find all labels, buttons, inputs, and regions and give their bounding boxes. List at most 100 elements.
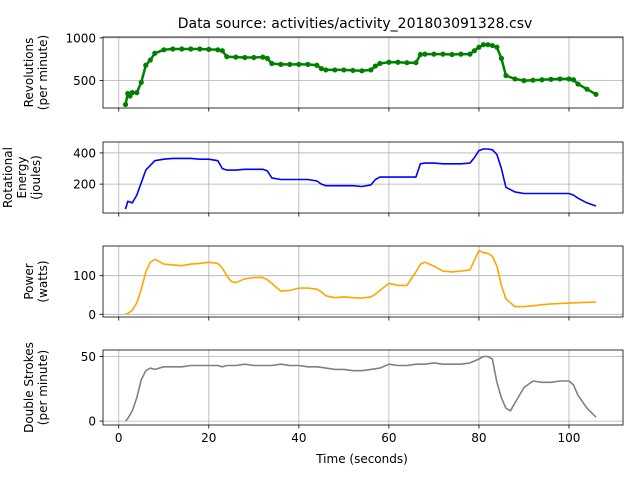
- subplot-frame: [102, 141, 624, 214]
- y-tick-label: 1000: [65, 31, 96, 45]
- data-point: [404, 60, 410, 66]
- data-point: [458, 51, 464, 57]
- series-revolutions: [122, 42, 599, 108]
- data-point: [471, 48, 478, 54]
- data-point: [413, 60, 419, 66]
- y-tick-label: 0: [88, 415, 96, 429]
- data-point: [264, 55, 270, 61]
- data-point: [260, 54, 266, 60]
- x-tick-label: 0: [115, 431, 123, 445]
- data-point: [147, 57, 153, 63]
- x-tick-label: 20: [201, 431, 216, 445]
- data-point: [305, 61, 311, 67]
- y-tick-label: 100: [73, 269, 96, 283]
- data-point: [548, 76, 554, 82]
- y-tick-label: 200: [73, 178, 96, 192]
- data-point: [467, 51, 473, 57]
- data-point: [570, 77, 577, 83]
- subplot-energy: 200 400 Rotational Energy (joules): [1, 141, 624, 217]
- data-point: [206, 46, 212, 53]
- y-axis-label: Energy: [15, 156, 29, 198]
- y-tick-label: 400: [73, 146, 96, 160]
- data-point: [449, 51, 455, 58]
- subplot-power: 0 100 Power (watts): [22, 245, 624, 322]
- data-point: [566, 76, 572, 82]
- data-point: [242, 54, 248, 61]
- data-point: [530, 77, 536, 83]
- data-point: [341, 67, 347, 73]
- y-axis-label: (per minute): [36, 350, 50, 425]
- y-tick-label: 0: [88, 308, 96, 322]
- data-point: [557, 76, 563, 82]
- data-point: [215, 47, 221, 53]
- data-point: [521, 78, 527, 84]
- y-axis-label: (watts): [36, 260, 50, 302]
- data-point: [332, 67, 338, 73]
- data-point: [498, 55, 505, 61]
- data-point: [129, 90, 135, 96]
- data-point: [593, 91, 599, 97]
- data-point: [197, 46, 203, 52]
- y-tick-label: 50: [81, 350, 96, 364]
- x-tick-label: 60: [381, 431, 396, 445]
- data-point: [368, 67, 374, 73]
- series-energy: [124, 148, 597, 210]
- x-tick-label: 40: [291, 431, 306, 445]
- data-point: [219, 48, 225, 54]
- series-power: [125, 249, 597, 316]
- data-point: [296, 61, 302, 67]
- y-axis-label: Rotational: [1, 147, 15, 208]
- data-point: [422, 51, 428, 57]
- data-point: [584, 86, 590, 92]
- data-point: [143, 62, 149, 68]
- series-line-strokes: [124, 355, 597, 422]
- data-point: [323, 67, 329, 73]
- data-point: [494, 44, 500, 50]
- data-point: [269, 60, 275, 67]
- data-point: [251, 54, 257, 61]
- data-point: [318, 66, 324, 72]
- subplot-revolutions: 500 1000 Revolutions (per minute): [22, 31, 624, 112]
- data-point: [138, 79, 144, 85]
- data-point: [372, 63, 378, 69]
- data-point: [233, 54, 239, 60]
- data-point: [431, 51, 437, 57]
- data-point: [287, 61, 293, 67]
- chart-title: Data source: activities/activity_2018030…: [178, 16, 533, 32]
- series-line-energy: [124, 148, 597, 210]
- x-tick-label: 100: [558, 431, 581, 445]
- series-strokes: [124, 355, 597, 422]
- data-point: [440, 51, 446, 57]
- data-point: [122, 101, 129, 108]
- subplot-frame: [102, 36, 624, 109]
- data-point: [489, 42, 496, 49]
- data-point: [503, 72, 509, 79]
- subplot-strokes: 0 20 40 60 80 100 0 50 Double Strokes (per minute…: [22, 342, 624, 445]
- x-axis-label: Time (seconds): [315, 452, 408, 466]
- subplot-frame: [102, 245, 624, 318]
- y-axis-label: Double Strokes: [22, 342, 36, 433]
- data-point: [134, 90, 140, 96]
- data-point: [417, 51, 424, 58]
- x-tick-label: 80: [471, 431, 486, 445]
- data-point: [314, 62, 320, 68]
- data-point: [539, 77, 545, 83]
- data-point: [512, 76, 518, 82]
- data-point: [480, 42, 487, 48]
- data-point: [485, 42, 491, 48]
- series-line-power: [125, 249, 597, 316]
- subplot-frame: [102, 349, 624, 426]
- data-point: [179, 46, 185, 52]
- data-point: [377, 60, 383, 67]
- y-axis-label: Power: [22, 263, 36, 299]
- data-point: [161, 47, 167, 53]
- y-tick-label: 500: [73, 74, 96, 88]
- y-axis-label: (joules): [29, 155, 43, 200]
- data-point: [188, 46, 194, 52]
- data-point: [575, 81, 581, 87]
- y-axis-label: (per minute): [36, 35, 50, 110]
- data-point: [152, 50, 158, 56]
